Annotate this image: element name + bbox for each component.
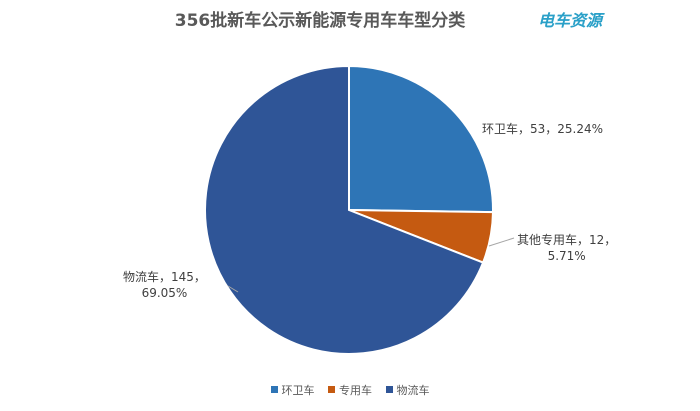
leader-line — [488, 237, 515, 247]
legend-item-special: 专用车 — [328, 382, 372, 398]
leader-line — [227, 285, 239, 293]
legend-swatch — [270, 386, 278, 393]
data-label-other-special: 其他专用车，12， 5.71% — [517, 233, 617, 263]
legend-swatch — [328, 386, 335, 393]
data-label-sanitation: 环卫车，53，25.24% — [482, 122, 604, 136]
chart-legend: 环卫车 专用车 物流车 — [0, 382, 700, 398]
legend-item-sanitation: 环卫车 — [270, 382, 315, 398]
slice-sanitation — [348, 64, 494, 214]
legend-item-logistics: 物流车 — [385, 382, 430, 398]
slice-logistics — [204, 64, 485, 355]
chart-title: 356批新车公示新能源专用车车型分类 — [174, 11, 466, 31]
data-label-logistics: 物流车，145， 69.05% — [123, 270, 206, 300]
legend-swatch — [385, 386, 393, 393]
logo: 电车资源 — [538, 11, 603, 30]
